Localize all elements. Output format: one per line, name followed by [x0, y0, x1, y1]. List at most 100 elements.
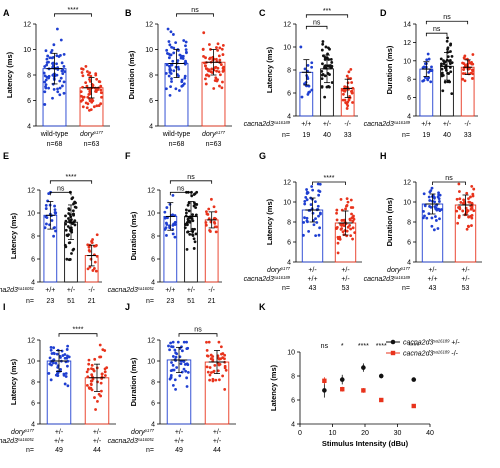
data-point [60, 349, 64, 353]
data-point [87, 108, 91, 112]
data-point [349, 68, 353, 71]
data-point [54, 211, 58, 215]
data-point [184, 208, 188, 212]
data-point [70, 252, 73, 255]
data-point [80, 71, 84, 74]
data-point [86, 375, 90, 379]
data-point [353, 231, 357, 235]
data-point [215, 69, 219, 73]
data-point [320, 77, 324, 81]
data-point [437, 191, 440, 195]
data-point [89, 379, 93, 383]
data-point [470, 216, 474, 220]
data-point [72, 247, 76, 251]
data-point [216, 49, 220, 52]
data-point [462, 56, 466, 60]
data-point [433, 196, 436, 200]
data-point [463, 64, 467, 67]
data-point [378, 373, 384, 379]
data-point [186, 363, 190, 367]
data-point [44, 204, 48, 207]
significance-bracket [312, 181, 346, 185]
data-point [194, 232, 198, 236]
data-point [168, 348, 171, 352]
data-point [335, 208, 339, 212]
y-tick-label: 8 [287, 68, 291, 75]
data-point [85, 383, 89, 387]
data-point [85, 106, 89, 110]
data-point [86, 243, 90, 247]
data-point [72, 212, 75, 216]
data-point [100, 95, 103, 99]
data-point [343, 98, 347, 102]
data-point [168, 70, 172, 74]
data-point [450, 92, 454, 96]
data-point [165, 63, 169, 67]
n-label: 33 [344, 132, 352, 139]
y-tick-label: 6 [149, 98, 153, 105]
data-point [182, 39, 186, 42]
y-tick-label: 10 [147, 211, 155, 218]
data-point [305, 198, 309, 202]
legend-label: cacna2d3sa16189 -/- [403, 349, 459, 358]
n-label: 19 [422, 132, 430, 139]
data-point [163, 227, 167, 231]
data-point [84, 101, 88, 105]
data-point [63, 356, 67, 360]
data-point [188, 216, 191, 220]
n-prefix-label: n= [26, 298, 34, 305]
data-point [206, 213, 210, 216]
data-point [67, 233, 70, 236]
data-point [317, 233, 321, 237]
data-point [73, 219, 77, 223]
n-label: 21 [88, 298, 96, 305]
data-point [205, 340, 208, 344]
data-point [443, 80, 447, 84]
data-point [217, 363, 221, 367]
n-prefix-label: n= [282, 285, 290, 292]
data-point [202, 54, 205, 58]
data-point [311, 188, 315, 192]
y-axis-label: Duration (ms) [129, 357, 138, 406]
data-point [66, 384, 70, 388]
data-point [471, 68, 474, 72]
data-point [52, 351, 56, 355]
data-point [171, 59, 175, 63]
significance-bracket [54, 13, 92, 17]
significance-label: ns [177, 185, 185, 192]
data-point [221, 43, 225, 47]
data-point [59, 367, 62, 371]
data-point [305, 188, 308, 191]
data-point [88, 265, 92, 269]
data-point [67, 208, 71, 212]
group-label: +/- [67, 287, 76, 294]
data-point [458, 205, 462, 209]
x-tick-label: 40 [426, 430, 434, 437]
panel-letter: I [3, 302, 6, 312]
data-point [457, 190, 461, 193]
data-point [459, 201, 463, 204]
data-point [167, 74, 171, 78]
n-label: 19 [302, 132, 310, 139]
data-point [450, 61, 454, 65]
data-point [58, 86, 62, 90]
data-point [177, 74, 180, 78]
data-point [350, 81, 354, 84]
data-point [214, 230, 218, 234]
data-point [204, 73, 208, 77]
data-point [55, 352, 59, 356]
data-point [217, 54, 221, 58]
group-label: +/+ [174, 438, 184, 445]
data-point [43, 80, 47, 84]
data-point [445, 39, 449, 43]
data-point [43, 103, 47, 106]
data-point [52, 234, 55, 238]
y-tick-label: 10 [283, 45, 291, 52]
data-point [441, 89, 445, 93]
significance-label: **** [66, 174, 77, 181]
data-point [336, 241, 340, 245]
panel-letter: B [125, 8, 132, 18]
data-point [439, 64, 443, 68]
group-label: doryp177 [80, 130, 104, 139]
data-point [448, 59, 451, 63]
